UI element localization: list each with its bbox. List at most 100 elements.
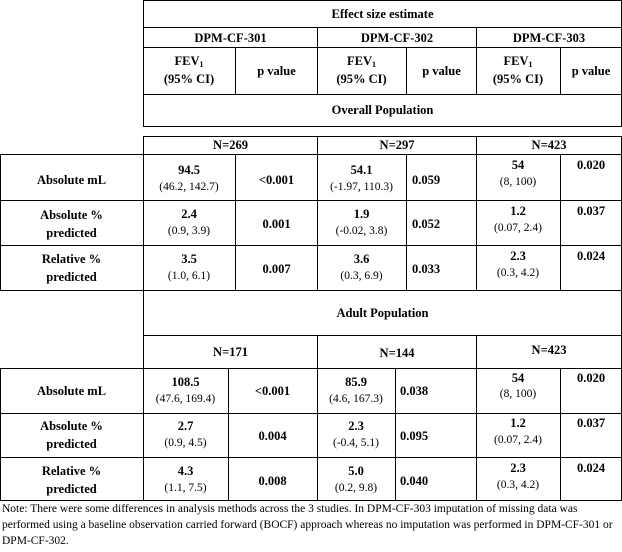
ci-value: (4.6, 167.3) [329, 393, 383, 405]
p-value: 0.059 [412, 173, 441, 187]
ci-value: (1.1, 7.5) [164, 482, 207, 494]
col-divider-adult-303p [560, 368, 561, 501]
row-divider-adult-1 [0, 413, 622, 414]
estimate-value: 1.2 [510, 204, 526, 218]
subheader-divider-row [143, 47, 622, 95]
p-value: <0.001 [258, 173, 295, 187]
row-divider-overall-1 [0, 200, 622, 201]
row-label-relative-pct: Relative % [41, 252, 102, 266]
estimate-value: 54 [511, 158, 525, 172]
fev-label-302: FEV1 [317, 53, 406, 73]
fev-label-303: FEV1 [476, 53, 560, 73]
estimate-value: 2.3 [510, 461, 526, 475]
ci-value: (1.0, 6.1) [167, 270, 211, 282]
section-title-adult: Adult Population [336, 306, 429, 320]
col-divider-adult-label [143, 368, 144, 501]
p-value: 0.007 [262, 262, 291, 276]
p-value: 0.052 [412, 217, 441, 231]
p-value: 0.004 [258, 429, 287, 443]
row-label-absolute-ml: Absolute mL [36, 384, 107, 398]
estimate-value: 4.3 [177, 464, 194, 478]
estimate-value: 5.0 [348, 464, 364, 478]
estimate-value: 2.7 [177, 419, 194, 433]
ci-value: (0.07, 2.4) [494, 434, 542, 446]
n-value-303-adult: N=423 [531, 343, 567, 357]
col-divider-adult-303 [476, 368, 477, 501]
ci-label-302: (95% CI) [336, 72, 387, 86]
n-value-303-overall: N=423 [531, 138, 567, 152]
row-label-absolute-pct: Absolute % [40, 208, 103, 222]
row-label-absolute-pct-line2: predicted [46, 437, 97, 451]
row-label-relative-pct-line2: predicted [46, 482, 97, 496]
n-value-301-adult: N=171 [213, 345, 248, 359]
estimate-value: 54.1 [350, 163, 373, 177]
subheader-divider-302 [406, 47, 407, 95]
estimate-value: 108.5 [171, 375, 200, 389]
col-divider-overall-302p [406, 154, 407, 291]
ci-value: (0.3, 6.9) [340, 270, 383, 282]
p-label-303: p value [571, 64, 611, 78]
header-title: Effect size estimate [331, 7, 434, 21]
ci-value: (47.6, 169.4) [155, 393, 216, 405]
col-divider-overall-303 [476, 154, 477, 291]
estimate-value: 2.3 [348, 419, 364, 433]
subheader-divider-301 [235, 47, 236, 95]
ci-value: (-0.4, 5.1) [333, 437, 379, 449]
col-divider-overall-label [143, 154, 144, 291]
ci-value: (0.9, 4.5) [164, 437, 207, 449]
subheader-divider-303 [560, 47, 561, 95]
fev-label-301: FEV1 [143, 53, 235, 73]
row-label-absolute-pct: Absolute % [40, 419, 103, 433]
ci-value: (8, 100) [499, 176, 537, 188]
p-value: 0.024 [576, 249, 606, 263]
study-302-label: DPM-CF-302 [360, 31, 434, 45]
estimate-value: 85.9 [345, 375, 367, 389]
estimate-value: 1.9 [353, 207, 370, 221]
p-value: 0.001 [262, 217, 291, 231]
p-value: 0.024 [576, 461, 606, 475]
fev-label-text: FEV [174, 54, 200, 68]
ci-value: (0.3, 4.2) [496, 479, 540, 491]
estimate-value: 3.6 [353, 252, 370, 266]
p-label-302: p value [422, 64, 461, 78]
p-value: 0.033 [412, 262, 441, 276]
col-divider-overall-302 [317, 154, 318, 291]
p-value: 0.038 [400, 384, 429, 398]
ci-value: (-0.02, 3.8) [335, 225, 388, 237]
ci-value: (0.9, 3.9) [167, 225, 211, 237]
col-divider-adult-302p [395, 368, 396, 501]
row-divider-adult-2 [0, 457, 622, 458]
study-303-label: DPM-CF-303 [512, 31, 586, 45]
n-value-301-overall: N=269 [213, 138, 248, 152]
estimate-value: 2.4 [181, 207, 197, 221]
estimate-value: 94.5 [178, 163, 200, 177]
p-value: 0.037 [576, 416, 606, 430]
ci-value: (0.3, 4.2) [496, 267, 540, 279]
estimate-value: 2.3 [510, 249, 526, 263]
ci-label-301: (95% CI) [163, 72, 215, 86]
study-301-label: DPM-CF-301 [194, 31, 267, 45]
p-value: 0.040 [400, 474, 429, 488]
fev-label-text: FEV [503, 54, 529, 68]
estimate-value: 54 [511, 371, 525, 385]
col-divider-overall-303p [560, 154, 561, 291]
fev-label-text: FEV [347, 54, 372, 68]
n-value-302-overall: N=297 [379, 138, 415, 152]
row-divider-overall-2 [0, 245, 622, 246]
row-label-absolute-pct-line2: predicted [46, 226, 97, 240]
p-value: 0.020 [576, 371, 606, 385]
ci-value: (0.2, 9.8) [334, 482, 378, 494]
fev-subscript: 1 [372, 60, 376, 69]
footnote: Note: There were some differences in ana… [2, 503, 613, 547]
p-value: 0.020 [576, 158, 606, 172]
ci-value: (46.2, 142.7) [159, 181, 219, 193]
ci-value: (-1.97, 110.3) [330, 181, 393, 193]
n-value-302-adult: N=144 [379, 346, 415, 360]
estimate-value: 3.5 [181, 252, 197, 266]
estimate-value: 1.2 [510, 416, 526, 430]
ci-label-303: (95% CI) [492, 72, 544, 86]
col-divider-adult-302 [317, 368, 318, 501]
row-label-absolute-ml: Absolute mL [36, 173, 107, 187]
p-value: <0.001 [254, 384, 291, 398]
fev-subscript: 1 [199, 60, 204, 69]
